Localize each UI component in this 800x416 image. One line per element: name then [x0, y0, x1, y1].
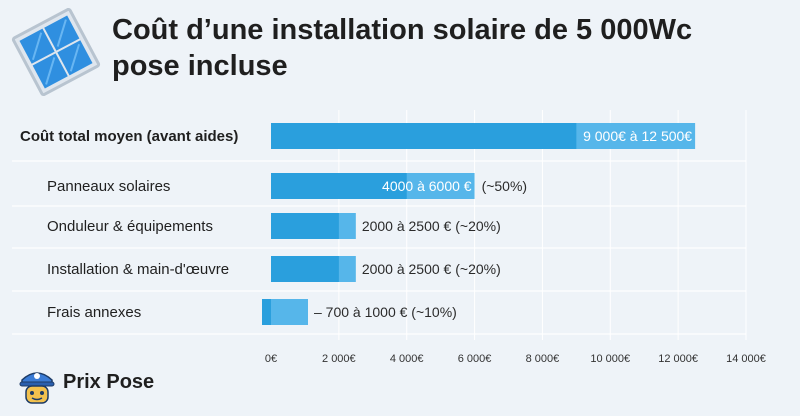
- bar-chart: Coût total moyen (avant aides) 9 000€ à 1…: [0, 100, 800, 380]
- bar-range-min: [262, 299, 271, 325]
- percent-label: (~50%): [482, 178, 528, 194]
- mascot-cap-icon: [18, 366, 56, 406]
- bar-range-min: [271, 256, 339, 282]
- x-tick-label: 2 000€: [322, 353, 356, 365]
- x-tick-label: 14 000€: [726, 353, 766, 365]
- value-label: – 700 à 1000 € (~10%): [314, 304, 457, 320]
- footer: Prix Pose: [0, 362, 300, 412]
- category-label: Installation & main-d'œuvre: [47, 261, 229, 278]
- page-title: Coût d’une installation solaire de 5 000…: [112, 12, 692, 84]
- category-label: Panneaux solaires: [47, 178, 170, 195]
- value-label: 9 000€ à 12 500€: [583, 128, 692, 144]
- x-tick-label: 4 000€: [390, 353, 424, 365]
- title-line-2: pose incluse: [112, 50, 288, 82]
- category-label: Onduleur & équipements: [47, 218, 213, 235]
- category-label: Frais annexes: [47, 304, 141, 321]
- value-label: 4000 à 6000 €: [382, 178, 472, 194]
- bar-range-min: [271, 173, 407, 199]
- x-tick-label: 0€: [265, 353, 277, 365]
- category-label: Coût total moyen (avant aides): [20, 128, 238, 145]
- bar-range-min: [271, 123, 577, 149]
- chart-svg: Coût total moyen (avant aides) 9 000€ à 1…: [12, 110, 766, 365]
- value-label: 2000 à 2500 € (~20%): [362, 218, 501, 234]
- header: Coût d’une installation solaire de 5 000…: [0, 0, 800, 100]
- value-label: 2000 à 2500 € (~20%): [362, 261, 501, 277]
- solar-panel-icon: [10, 7, 102, 97]
- title-line-1: Coût d’une installation solaire de 5 000…: [112, 14, 693, 46]
- x-tick-label: 10 000€: [590, 353, 630, 365]
- x-tick-label: 12 000€: [658, 353, 698, 365]
- brand-name: Prix Pose: [63, 371, 155, 393]
- bar-range-min: [271, 213, 339, 239]
- x-tick-label: 6 000€: [458, 353, 492, 365]
- x-tick-label: 8 000€: [526, 353, 560, 365]
